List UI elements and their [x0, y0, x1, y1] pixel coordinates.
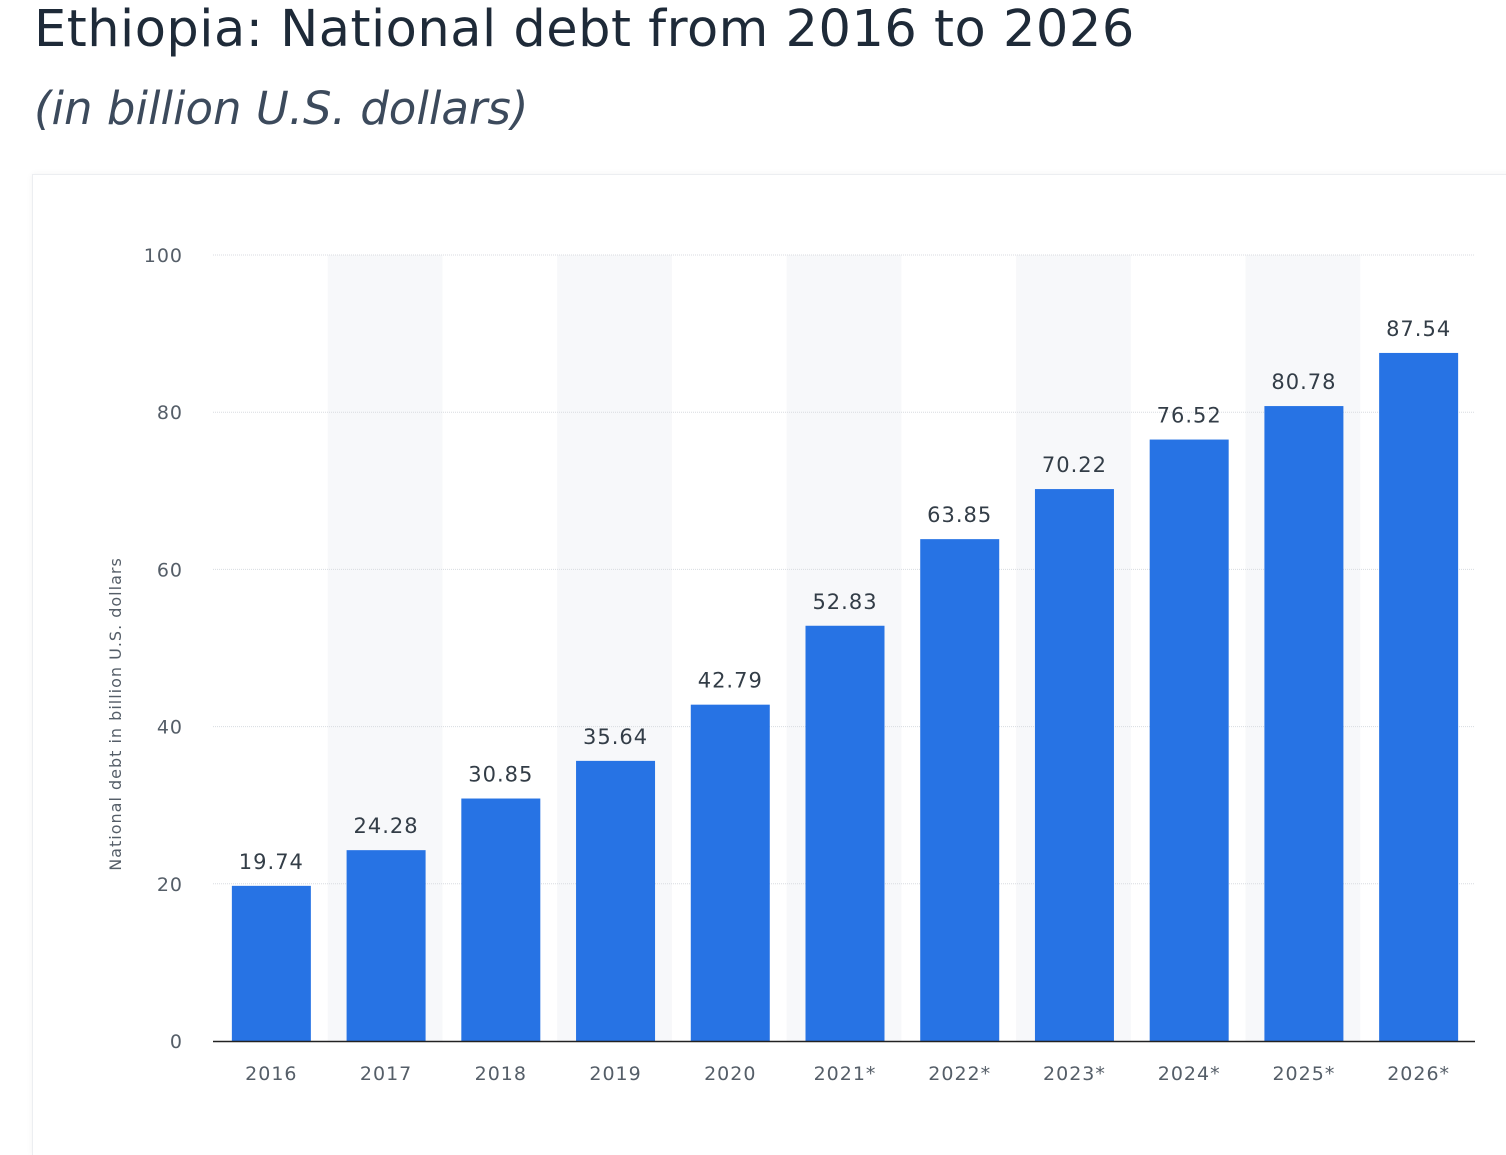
- bar-value-label: 63.85: [927, 503, 992, 527]
- bar[interactable]: [576, 760, 656, 1041]
- y-axis-title: National debt in billion U.S. dollars: [106, 557, 125, 871]
- bar-value-label: 80.78: [1271, 370, 1336, 394]
- y-tick-label: 100: [144, 245, 183, 267]
- chart-card: 0 20 40 60 80 100 National debt in billion U.…: [32, 174, 1506, 1155]
- y-tick-label: 0: [170, 1031, 183, 1053]
- y-tick-label: 40: [157, 717, 183, 739]
- bar[interactable]: [1264, 406, 1344, 1041]
- bar[interactable]: [805, 625, 885, 1041]
- x-tick-label: 2016: [245, 1063, 297, 1085]
- chart-subtitle: (in billion U.S. dollars): [34, 82, 529, 135]
- bar-value-label: 70.22: [1042, 453, 1107, 477]
- x-tick-label: 2019: [589, 1063, 641, 1085]
- y-axis-ticks: 0 20 40 60 80 100: [144, 245, 183, 1053]
- value-labels: 19.74 24.28 30.85 35.64 42.79 52.83 63.85 70.22…: [239, 317, 1451, 874]
- bars: [231, 352, 1459, 1041]
- bar[interactable]: [461, 798, 541, 1041]
- bar-value-label: 52.83: [812, 590, 877, 614]
- bar-value-label: 30.85: [468, 763, 533, 787]
- x-tick-label: 2017: [360, 1063, 412, 1085]
- bar[interactable]: [920, 539, 1000, 1041]
- bar-value-label: 24.28: [354, 814, 419, 838]
- x-tick-label: 2022*: [928, 1063, 991, 1085]
- bar-value-label: 76.52: [1157, 404, 1222, 428]
- bar[interactable]: [1149, 439, 1229, 1041]
- x-axis-ticks: 2016 2017 2018 2019 2020 2021* 2022* 2023* 2024*…: [245, 1063, 1450, 1085]
- bar-value-label: 87.54: [1386, 317, 1451, 341]
- bar-chart: 0 20 40 60 80 100 National debt in billion U.…: [106, 245, 1475, 1085]
- y-tick-label: 80: [157, 402, 183, 424]
- x-tick-label: 2024*: [1158, 1063, 1221, 1085]
- bar[interactable]: [690, 704, 770, 1041]
- bar[interactable]: [1379, 352, 1459, 1041]
- x-tick-label: 2025*: [1272, 1063, 1335, 1085]
- x-tick-label: 2021*: [814, 1063, 877, 1085]
- bar-value-label: 35.64: [583, 725, 648, 749]
- y-tick-label: 60: [157, 559, 183, 581]
- bar-value-label: 19.74: [239, 850, 304, 874]
- bar[interactable]: [1034, 489, 1114, 1041]
- bar[interactable]: [346, 850, 426, 1041]
- y-tick-label: 20: [157, 874, 183, 896]
- x-tick-label: 2020: [704, 1063, 756, 1085]
- x-tick-label: 2023*: [1043, 1063, 1106, 1085]
- bar-value-label: 42.79: [698, 669, 763, 693]
- bar[interactable]: [231, 885, 311, 1041]
- x-tick-label: 2018: [475, 1063, 527, 1085]
- x-tick-label: 2026*: [1387, 1063, 1450, 1085]
- chart-title: Ethiopia: National debt from 2016 to 202…: [34, 0, 1135, 59]
